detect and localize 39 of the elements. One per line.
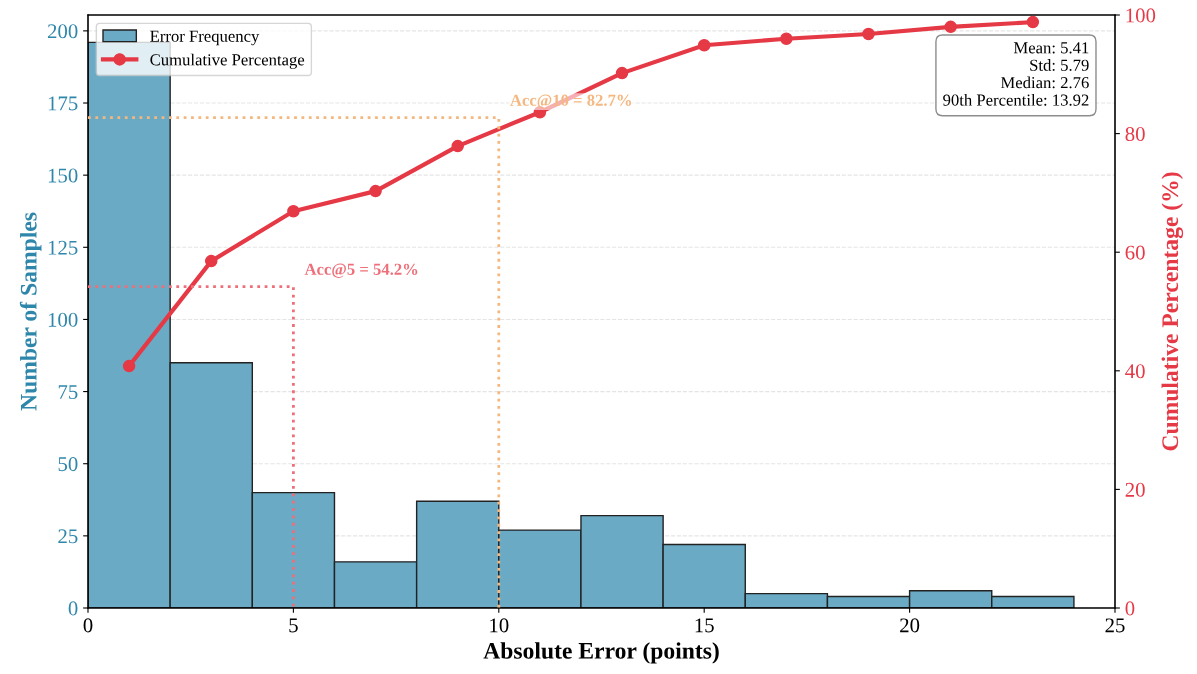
point bbox=[369, 184, 382, 198]
x-axis-title: Absolute Error (points) bbox=[483, 642, 719, 664]
y-tick-label: 0 bbox=[68, 601, 78, 616]
y-axis-title: Number of Samples bbox=[19, 212, 42, 411]
point bbox=[122, 359, 136, 373]
y2-tick-label: 40 bbox=[1125, 364, 1145, 379]
y2-tick-label: 20 bbox=[1125, 482, 1145, 497]
y-tick-label: 200 bbox=[47, 24, 78, 39]
y-tick-label: 125 bbox=[48, 240, 78, 255]
legend-label: Cumulative Percentage bbox=[150, 53, 305, 69]
x-tick-label: 0 bbox=[83, 618, 93, 633]
y2-tick-label: 60 bbox=[1125, 245, 1145, 260]
y-tick-label: 100 bbox=[48, 312, 78, 327]
annotation: Mean: 5.41 Std: 5.79 Median: 2.76 90th Percentile: 13.92 bbox=[943, 42, 1089, 106]
y-tick-label: 25 bbox=[58, 529, 78, 544]
y-tick-label: 50 bbox=[58, 457, 78, 472]
annotation: Acc@5 = 54.2% bbox=[304, 263, 418, 278]
y2-tick-label: 100 bbox=[1126, 8, 1156, 23]
legend-label: Error Frequency bbox=[150, 30, 260, 46]
x-tick-label: 25 bbox=[1105, 618, 1125, 633]
point bbox=[697, 38, 711, 52]
x-tick-label: 20 bbox=[900, 618, 920, 633]
y-tick-label: 175 bbox=[48, 96, 78, 111]
y-tick-label: 150 bbox=[48, 168, 78, 183]
x-tick-label: 15 bbox=[695, 618, 714, 633]
point bbox=[780, 32, 793, 45]
point bbox=[1026, 15, 1040, 29]
point bbox=[451, 139, 464, 153]
point bbox=[204, 254, 218, 268]
x-tick-label: 5 bbox=[289, 618, 298, 633]
y2-axis-title: Cumulative Percentage (%) bbox=[1161, 172, 1184, 451]
point bbox=[862, 27, 875, 41]
x-tick-label: 10 bbox=[490, 618, 509, 633]
point bbox=[944, 20, 957, 34]
y2-tick-label: 80 bbox=[1125, 126, 1145, 142]
point bbox=[287, 205, 300, 218]
point bbox=[615, 66, 629, 80]
y2-tick-label: 0 bbox=[1125, 601, 1135, 616]
y-tick-label: 75 bbox=[58, 385, 78, 400]
